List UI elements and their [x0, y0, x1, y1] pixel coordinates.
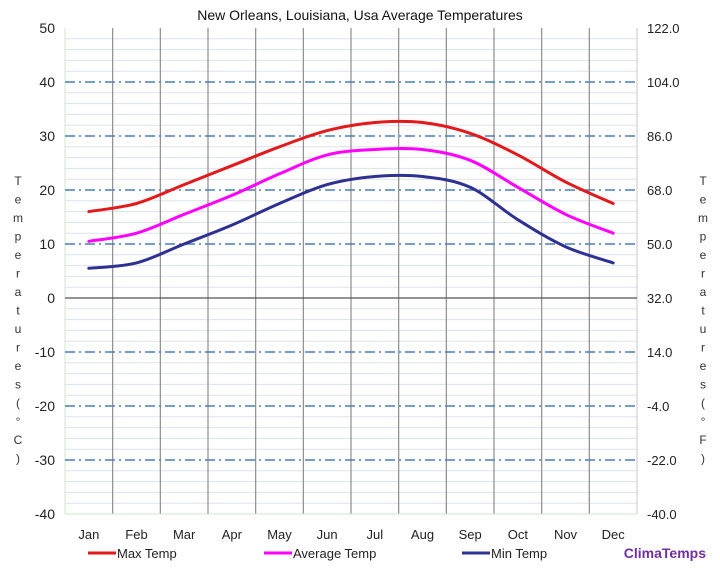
y2-tick-label: 50.0: [647, 237, 672, 252]
series-line-max-temp: [87, 119, 615, 214]
y2-tick-label: 122.0: [647, 21, 680, 36]
y-tick-label: 50: [39, 20, 55, 36]
y-tick-label: 20: [39, 182, 55, 198]
y-tick-label: -20: [35, 398, 55, 414]
legend-label: Max Temp: [117, 546, 177, 561]
y2-tick-label: 14.0: [647, 345, 672, 360]
y-tick-label: 30: [39, 128, 55, 144]
x-tick-label: Mar: [173, 527, 196, 542]
y2-tick-label: 104.0: [647, 75, 680, 90]
series-line-min-temp: [87, 173, 615, 270]
x-tick-label: Oct: [508, 527, 529, 542]
x-tick-label: Jul: [367, 527, 384, 542]
x-tick-label: Jun: [317, 527, 338, 542]
legend-label: Average Temp: [293, 546, 376, 561]
chart-title: New Orleans, Louisiana, Usa Average Temp…: [197, 7, 523, 23]
series-line-average-temp: [87, 146, 615, 243]
x-tick-label: Nov: [554, 527, 578, 542]
y2-tick-label: -4.0: [647, 399, 669, 414]
y2-tick-label: 86.0: [647, 129, 672, 144]
y-tick-label: 0: [47, 290, 55, 306]
y-tick-label: -10: [35, 344, 55, 360]
x-tick-label: Apr: [222, 527, 243, 542]
y2-tick-label: -40.0: [647, 507, 677, 522]
x-tick-label: Dec: [602, 527, 626, 542]
y-tick-label: -30: [35, 452, 55, 468]
legend-label: Min Temp: [491, 546, 547, 561]
brand-logo: ClimaTemps: [624, 545, 706, 561]
y-tick-label: 10: [39, 236, 55, 252]
x-tick-label: Feb: [125, 527, 147, 542]
x-tick-label: Sep: [459, 527, 482, 542]
y-tick-label: -40: [35, 506, 55, 522]
x-tick-label: Jan: [78, 527, 99, 542]
y2-tick-label: 68.0: [647, 183, 672, 198]
x-tick-label: May: [267, 527, 292, 542]
y2-tick-label: 32.0: [647, 291, 672, 306]
y2-tick-label: -22.0: [647, 453, 677, 468]
x-tick-label: Aug: [411, 527, 434, 542]
y-tick-label: 40: [39, 74, 55, 90]
